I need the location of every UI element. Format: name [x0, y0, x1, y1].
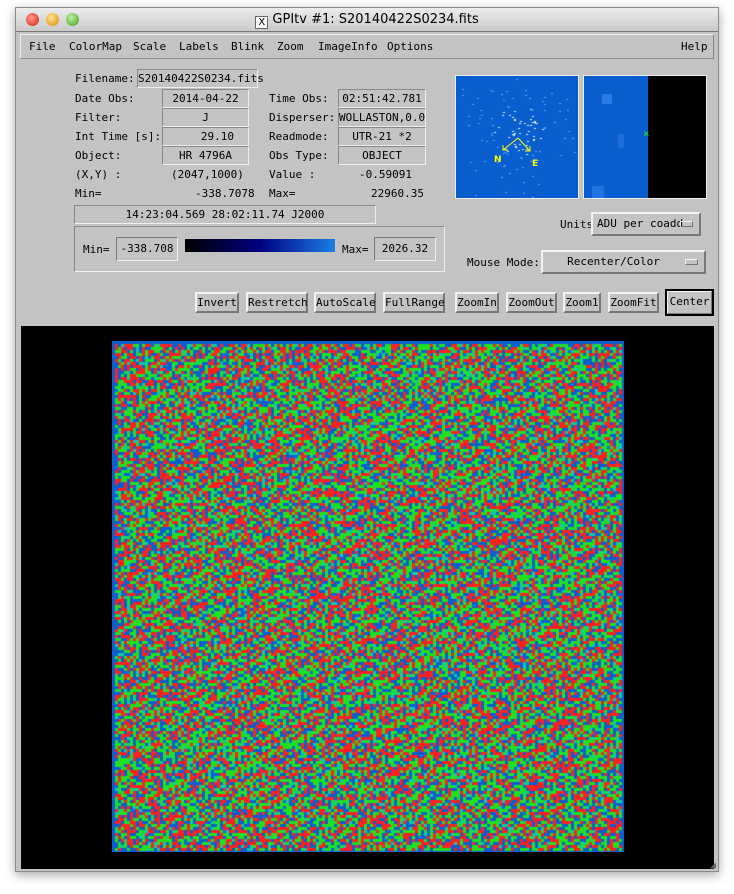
pixel-value: -0.59091: [359, 168, 412, 181]
scale-min-label: Min=: [83, 243, 110, 256]
filename-label: Filename:: [75, 72, 135, 85]
fullrange-button[interactable]: FullRange: [383, 292, 445, 313]
inttime-label: Int Time [s]:: [75, 130, 162, 143]
object-label: Object:: [75, 149, 122, 162]
menu-blink[interactable]: Blink: [231, 40, 265, 53]
disperser-label: Disperser:: [269, 111, 336, 124]
min-label: Min=: [75, 187, 102, 200]
compass-north: N: [494, 155, 502, 165]
wcs-coords: 14:23:04.569 28:02:11.74 J2000: [74, 205, 376, 224]
filter-label: Filter:: [75, 111, 122, 124]
menu-bar: File ColorMap Scale Labels Blink Zoom Im…: [20, 34, 714, 59]
window-title: GPItv #1: S20140422S0234.fits: [272, 12, 479, 27]
menu-labels[interactable]: Labels: [179, 40, 219, 53]
min-value: -338.7078: [195, 187, 255, 200]
compass-east: E: [532, 159, 539, 169]
readmode-label: Readmode:: [269, 130, 329, 143]
option-menu-indicator-icon: [680, 221, 693, 227]
obstype-field: OBJECT: [338, 146, 426, 165]
pan-window[interactable]: N E: [455, 75, 579, 199]
zoomout-button[interactable]: ZoomOut: [506, 292, 557, 313]
menu-options[interactable]: Options: [387, 40, 434, 53]
units-value: ADU per coadd: [597, 217, 684, 230]
scale-panel: Min= -338.708 Max= 2026.32: [74, 226, 445, 272]
time-label: Time Obs:: [269, 92, 329, 105]
restretch-button[interactable]: Restretch: [246, 292, 308, 313]
mouse-mode-value: Recenter/Color: [567, 255, 660, 268]
date-label: Date Obs:: [75, 92, 135, 105]
menu-help[interactable]: Help: [681, 40, 708, 53]
autoscale-button[interactable]: AutoScale: [314, 292, 376, 313]
close-button[interactable]: [26, 13, 39, 26]
mouse-mode-dropdown[interactable]: Recenter/Color: [541, 250, 706, 274]
xy-label: (X,Y) :: [75, 168, 122, 181]
zoomfit-button[interactable]: ZoomFit: [608, 292, 659, 313]
invert-button[interactable]: Invert: [195, 292, 239, 313]
scale-max-input[interactable]: 2026.32: [374, 237, 436, 261]
option-menu-indicator-icon: [685, 259, 698, 265]
readmode-field: UTR-21 *2: [338, 127, 426, 146]
filter-field: J: [162, 108, 249, 127]
zoomin-button[interactable]: ZoomIn: [455, 292, 499, 313]
disperser-field: WOLLASTON,0.0: [338, 108, 426, 127]
colorbar: [185, 239, 335, 252]
compass-arrows: [502, 137, 531, 152]
minimize-button[interactable]: [46, 13, 59, 26]
title-bar: X GPItv #1: S20140422S0234.fits: [16, 8, 718, 32]
x11-icon: X: [255, 16, 269, 29]
value-label: Value :: [269, 168, 316, 181]
filename-field: S20140422S0234.fits: [137, 69, 264, 88]
tracking-window: ×: [583, 75, 707, 199]
mouse-mode-label: Mouse Mode:: [467, 256, 540, 269]
max-value: 22960.35: [371, 187, 424, 200]
scale-max-label: Max=: [342, 243, 369, 256]
zoom1-button[interactable]: Zoom1: [563, 292, 601, 313]
units-label: Units:: [560, 218, 600, 231]
units-dropdown[interactable]: ADU per coadd: [591, 212, 701, 236]
main-image-display[interactable]: [21, 326, 714, 869]
menu-file[interactable]: File: [29, 40, 56, 53]
fits-image[interactable]: [112, 341, 624, 852]
menu-colormap[interactable]: ColorMap: [69, 40, 122, 53]
obstype-label: Obs Type:: [269, 149, 329, 162]
menu-scale[interactable]: Scale: [133, 40, 167, 53]
cursor-marker-icon: ×: [643, 127, 650, 140]
menu-zoom[interactable]: Zoom: [277, 40, 304, 53]
xy-value: (2047,1000): [171, 168, 244, 181]
menu-imageinfo[interactable]: ImageInfo: [318, 40, 378, 53]
gpitv-window: X GPItv #1: S20140422S0234.fits File Col…: [15, 7, 719, 872]
scale-min-input[interactable]: -338.708: [116, 237, 178, 261]
max-label: Max=: [269, 187, 296, 200]
inttime-field: 29.10: [162, 127, 249, 146]
center-button[interactable]: Center: [665, 289, 714, 316]
zoom-window-button[interactable]: [66, 13, 79, 26]
time-field: 02:51:42.781: [338, 89, 426, 108]
resize-grip-icon[interactable]: ◢: [709, 860, 716, 871]
date-field: 2014-04-22: [162, 89, 249, 108]
object-field: HR 4796A: [162, 146, 249, 165]
